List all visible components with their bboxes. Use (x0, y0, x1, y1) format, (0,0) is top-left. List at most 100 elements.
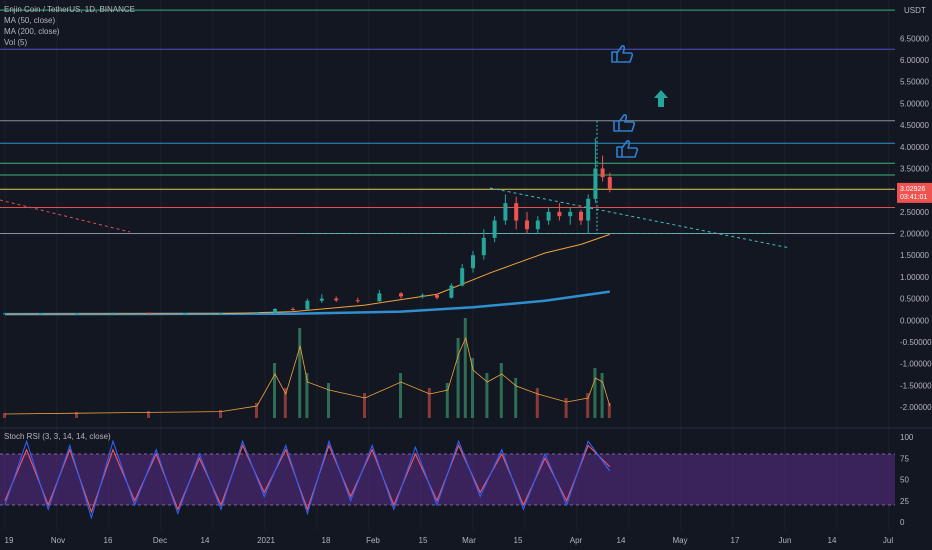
price-unit: USDT (904, 6, 926, 15)
volume-bar (499, 363, 503, 418)
time-tick: May (672, 536, 687, 545)
volume-bar (427, 388, 431, 418)
volume-bar (75, 412, 78, 418)
volume-bar (445, 383, 449, 418)
candle-body (557, 211, 562, 217)
price-tick: -1.50000 (900, 381, 932, 390)
time-tick: 14 (201, 536, 210, 545)
price-tick: -2.00000 (900, 403, 932, 412)
candle-body (492, 220, 497, 238)
candle-body (579, 211, 583, 221)
price-tick: 0.50000 (900, 295, 929, 304)
price-tick: 1.50000 (900, 251, 929, 260)
price-tick: -0.50000 (900, 338, 932, 347)
candle-body (525, 220, 529, 230)
volume-bar (564, 398, 568, 418)
candle-body (305, 300, 310, 310)
rsi-tick: 100 (900, 433, 914, 442)
stoch-rsi-pane (0, 439, 895, 520)
candle-body (607, 177, 612, 189)
time-tick: Nov (51, 536, 65, 545)
candle-body (435, 295, 439, 298)
candle-body (39, 313, 43, 315)
last-price-time: 03:41:01 (900, 194, 927, 201)
volume-bar (456, 338, 460, 418)
volume-label[interactable]: Vol (5) (4, 38, 28, 47)
price-tick: 6.00000 (900, 56, 929, 65)
candle-body (514, 203, 519, 221)
volume-bar (471, 358, 474, 418)
price-tick: 2.50000 (900, 208, 929, 217)
time-tick: Mar (462, 536, 476, 545)
candle-body (460, 268, 465, 286)
annotations[interactable] (611, 45, 668, 158)
rsi-tick: 75 (900, 454, 909, 463)
volume-bar (219, 410, 222, 418)
candle-body (593, 168, 598, 199)
time-tick: 14 (617, 536, 626, 545)
ma200-line (4, 290, 610, 316)
candle-body (75, 313, 79, 315)
last-price: 3.02926 (900, 186, 925, 193)
candle-body (568, 211, 573, 217)
volume-bar (283, 388, 287, 418)
time-tick: Jun (779, 536, 792, 545)
rsi-tick: 25 (900, 497, 909, 506)
volume-bar (327, 383, 330, 418)
candles (3, 138, 612, 315)
ma200-label[interactable]: MA (200, close) (4, 27, 60, 36)
stoch-k-line (4, 439, 611, 520)
volume-bar (147, 411, 150, 418)
thumbs-up-icon (611, 45, 634, 63)
volume-bar (586, 393, 590, 418)
candle-body (503, 203, 508, 221)
candle-body (377, 293, 382, 302)
price-tick: 6.50000 (900, 34, 929, 43)
time-tick: 16 (104, 536, 113, 545)
thumbs-up-icon (616, 140, 639, 158)
time-tick: Feb (366, 536, 380, 545)
candle-body (399, 293, 403, 297)
candle-body (111, 312, 115, 314)
time-tick: 17 (731, 536, 740, 545)
candle-body (273, 308, 277, 313)
volume-bar (305, 373, 309, 418)
rsi-tick: 0 (900, 518, 905, 527)
candle-body (481, 237, 486, 256)
chart-legend: Enjin Coin / TetherUS, 1D, BINANCE MA (5… (4, 4, 135, 48)
volume-bar (485, 373, 489, 418)
ma50-label[interactable]: MA (50, close) (4, 16, 56, 25)
symbol-title[interactable]: Enjin Coin / TetherUS, 1D, BINANCE (4, 5, 136, 14)
price-tick: 1.00000 (900, 273, 929, 282)
candle-body (420, 295, 425, 297)
candle-body (291, 308, 295, 310)
time-tick: Apr (570, 536, 583, 545)
rsi-tick: 50 (900, 476, 909, 485)
price-tick: 3.50000 (900, 164, 929, 173)
candle-body (255, 312, 259, 314)
time-tick: 15 (514, 536, 523, 545)
candle-body (546, 211, 551, 221)
candle-body (535, 220, 540, 230)
candle-body (183, 313, 187, 315)
horizontal-levels[interactable] (0, 9, 895, 235)
candle-body (319, 298, 324, 301)
candle-body (3, 313, 7, 315)
price-tick: 5.50000 (900, 78, 929, 87)
stoch-rsi-label[interactable]: Stoch RSI (3, 3, 14, 14, close) (4, 432, 111, 441)
price-tick: -1.00000 (900, 360, 932, 369)
volume-ma-line (4, 336, 611, 415)
volume-bar (514, 378, 518, 418)
volume-bars (3, 318, 611, 418)
candle-body (586, 198, 591, 221)
axes: 6.50000 6.00000 5.50000 5.00000 4.50000 4.000… (5, 6, 932, 545)
price-tick: 4.50000 (900, 121, 929, 130)
volume-bar (3, 413, 6, 418)
time-tick: Dec (153, 536, 167, 545)
price-tick: 2.00000 (900, 230, 929, 239)
volume-bar (607, 403, 611, 418)
volume-bar (273, 363, 276, 418)
volume-bar (463, 318, 467, 418)
volume-bar (535, 388, 539, 418)
